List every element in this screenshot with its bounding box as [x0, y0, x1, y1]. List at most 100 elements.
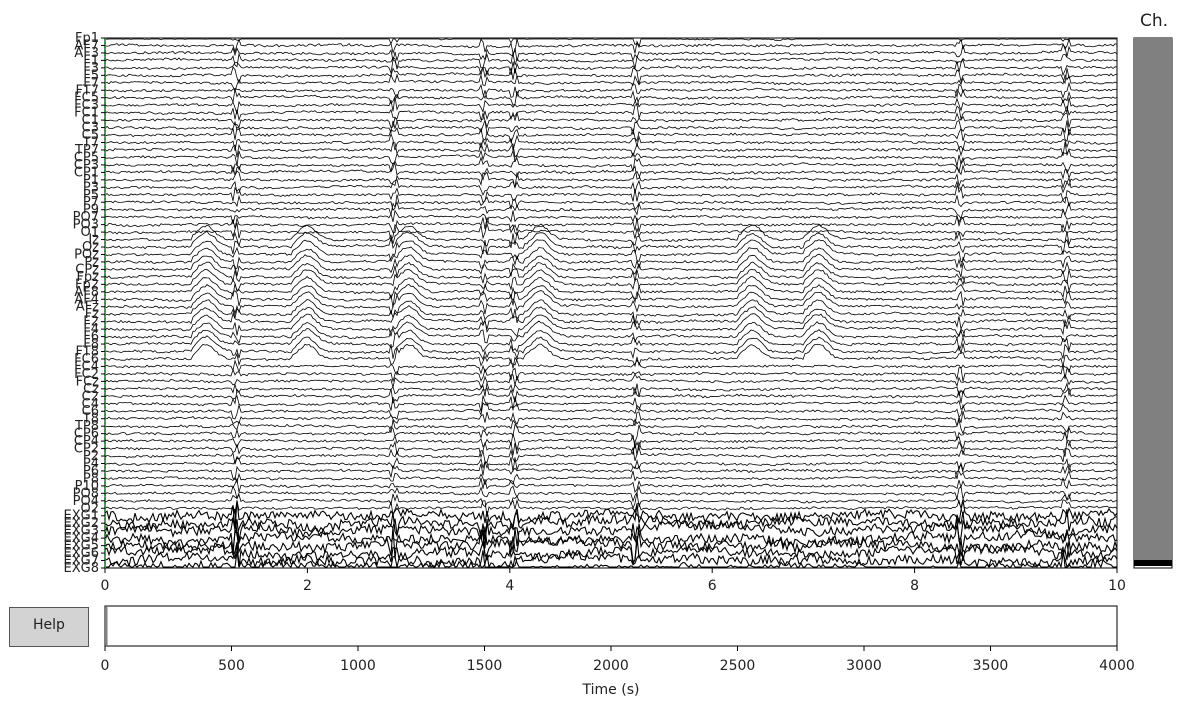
- channel-label[interactable]: P1: [83, 173, 99, 188]
- channel-label[interactable]: P5: [83, 188, 99, 203]
- channel-label[interactable]: T8: [82, 412, 99, 427]
- channel-trace: [104, 141, 1118, 158]
- channel-label[interactable]: TP7: [74, 143, 99, 158]
- channel-label[interactable]: P6: [83, 464, 99, 479]
- channel-label[interactable]: F3: [83, 61, 99, 76]
- channel-label[interactable]: C5: [82, 128, 99, 143]
- channel-label[interactable]: POz: [74, 247, 99, 262]
- channel-trace: [104, 261, 1118, 286]
- traces-plot[interactable]: Fp1AF7AF3F1F3F5F7FT7FC5FC3FC1C1C3C5T7TP7…: [64, 31, 1126, 594]
- channel-label[interactable]: AF3: [74, 46, 99, 61]
- channel-label[interactable]: C3: [82, 121, 99, 136]
- channel-label[interactable]: EXG3: [64, 524, 99, 539]
- channel-scrollbar[interactable]: Ch.: [1133, 11, 1173, 569]
- channel-label[interactable]: F7: [83, 76, 99, 91]
- channel-label[interactable]: FC5: [74, 91, 99, 106]
- channel-label[interactable]: FC6: [74, 352, 99, 367]
- channel-label[interactable]: FC1: [74, 106, 99, 121]
- time-scrollbar-frame[interactable]: [104, 605, 1118, 647]
- channel-trace: [104, 162, 1118, 181]
- channel-trace: [104, 508, 1118, 540]
- channel-label[interactable]: F8: [83, 337, 99, 352]
- channel-label[interactable]: EXG2: [64, 516, 99, 531]
- channel-label[interactable]: FCz: [76, 374, 100, 389]
- channel-label[interactable]: C1: [82, 113, 99, 128]
- channel-label[interactable]: FC4: [74, 359, 99, 374]
- channel-label[interactable]: EXG8: [64, 561, 99, 576]
- channel-label[interactable]: AF4: [74, 292, 99, 307]
- channel-label[interactable]: Oz: [82, 240, 99, 255]
- channel-label[interactable]: P8: [83, 471, 99, 486]
- channel-label[interactable]: Cz: [83, 382, 99, 397]
- channel-trace: [104, 394, 1118, 412]
- channel-label[interactable]: Iz: [88, 233, 99, 248]
- channel-label[interactable]: P3: [83, 180, 99, 195]
- channel-label[interactable]: FC3: [74, 98, 99, 113]
- channel-trace: [104, 88, 1118, 107]
- channel-label[interactable]: PO7: [73, 210, 99, 225]
- channel-label[interactable]: CPz: [75, 262, 99, 277]
- x-tick-label: 10: [1108, 578, 1126, 594]
- channel-label[interactable]: F1: [83, 53, 99, 68]
- channel-scrollbar-thumb[interactable]: [1134, 38, 1172, 560]
- channel-label[interactable]: TP8: [74, 419, 99, 434]
- channel-trace: [104, 119, 1118, 136]
- channel-label[interactable]: EXG7: [64, 554, 99, 569]
- channel-label[interactable]: P9: [83, 203, 99, 218]
- channel-label[interactable]: O1: [80, 225, 99, 240]
- channel-label[interactable]: CP6: [74, 427, 99, 442]
- channel-label[interactable]: P7: [83, 195, 99, 210]
- channel-label[interactable]: T7: [82, 136, 99, 151]
- channel-label[interactable]: FT7: [76, 83, 99, 98]
- channel-label[interactable]: F6: [83, 330, 99, 345]
- x-tick-label: 6: [708, 578, 717, 594]
- channel-trace: [104, 356, 1118, 376]
- channel-label[interactable]: EXG1: [64, 509, 99, 524]
- channel-trace: [104, 455, 1118, 472]
- channel-label[interactable]: C6: [82, 404, 99, 419]
- channel-label[interactable]: FC2: [74, 367, 99, 382]
- channel-trace: [104, 223, 1118, 249]
- channel-trace: [104, 170, 1118, 190]
- channel-label[interactable]: F5: [83, 68, 99, 83]
- channel-label[interactable]: O2: [80, 501, 99, 516]
- channel-label[interactable]: Pz: [84, 255, 99, 270]
- channel-label[interactable]: Fpz: [76, 270, 99, 285]
- channel-label[interactable]: PO3: [73, 218, 99, 233]
- channel-label[interactable]: AF8: [74, 285, 99, 300]
- channel-label[interactable]: F2: [83, 315, 99, 330]
- channel-label[interactable]: PO4: [73, 494, 99, 509]
- channel-label[interactable]: P2: [83, 449, 99, 464]
- channel-trace: [104, 43, 1118, 62]
- time-scrollbar-view-window[interactable]: [105, 607, 108, 645]
- help-button[interactable]: Help: [9, 607, 89, 647]
- channel-trace: [104, 52, 1118, 70]
- channel-label[interactable]: CP5: [74, 150, 99, 165]
- channel-trace: [104, 185, 1118, 204]
- channel-label[interactable]: Fp1: [75, 31, 99, 46]
- channel-trace: [104, 239, 1118, 263]
- channel-label[interactable]: AFz: [76, 300, 99, 315]
- channel-label[interactable]: F4: [83, 322, 99, 337]
- channel-label[interactable]: CP1: [74, 165, 99, 180]
- channel-label[interactable]: Fp2: [75, 277, 99, 292]
- channel-label[interactable]: PO8: [73, 486, 99, 501]
- channel-label[interactable]: AF7: [74, 38, 99, 53]
- channel-label[interactable]: Fz: [85, 307, 99, 322]
- channel-label[interactable]: CP4: [74, 434, 99, 449]
- time-tick-label: 4000: [1099, 658, 1135, 674]
- channel-label[interactable]: P4: [83, 456, 99, 471]
- channel-label[interactable]: FT8: [76, 345, 99, 360]
- channel-label[interactable]: C2: [82, 389, 99, 404]
- channel-label[interactable]: EXG5: [64, 539, 99, 554]
- channel-label[interactable]: CP3: [74, 158, 99, 173]
- channel-label[interactable]: C4: [82, 397, 99, 412]
- channel-label[interactable]: CP2: [74, 442, 99, 457]
- channel-trace: [104, 132, 1118, 151]
- time-scrollbar[interactable]: 0 500 1000 1500 2000 2500 3000 3500 4000 Time (s…: [101, 605, 1135, 698]
- channel-label[interactable]: EXG6: [64, 546, 99, 561]
- channel-trace: [104, 411, 1118, 427]
- channel-label[interactable]: P10: [75, 479, 99, 494]
- channel-label[interactable]: EXG4: [64, 531, 99, 546]
- channel-trace: [104, 462, 1118, 481]
